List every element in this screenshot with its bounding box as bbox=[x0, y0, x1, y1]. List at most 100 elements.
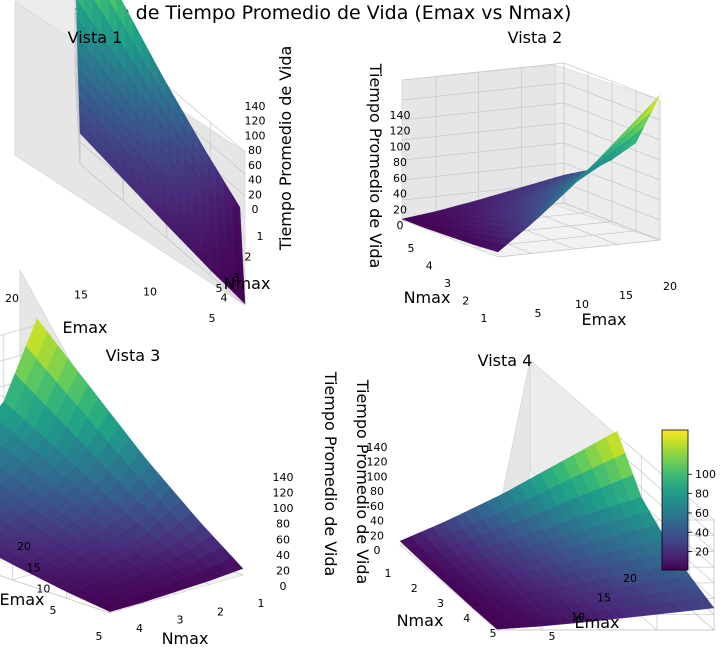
subplot-title: Vista 2 bbox=[508, 28, 563, 47]
nmax-tick-label: 3 bbox=[444, 277, 451, 290]
surface bbox=[399, 430, 715, 630]
z-tick-label: 60 bbox=[393, 172, 407, 185]
emax-tick-label: 20 bbox=[5, 292, 19, 305]
emax-tick-label: 10 bbox=[143, 285, 157, 298]
nmax-tick-label: 4 bbox=[221, 292, 228, 305]
nmax-axis-label: Nmax bbox=[404, 288, 451, 307]
z-tick-label: 80 bbox=[393, 156, 407, 169]
z-tick-label: 0 bbox=[397, 219, 404, 232]
z-axis-label: Tiempo Promedio de Vida bbox=[276, 46, 295, 252]
z-tick-label: 120 bbox=[273, 487, 294, 500]
emax-tick-label: 5 bbox=[535, 307, 542, 320]
nmax-tick-label: 2 bbox=[462, 295, 469, 308]
nmax-axis-label: Nmax bbox=[397, 611, 444, 630]
z-tick-label: 100 bbox=[367, 470, 388, 483]
z-tick-label: 100 bbox=[245, 129, 266, 142]
nmax-tick-label: 3 bbox=[233, 271, 240, 284]
z-tick-label: 140 bbox=[273, 471, 294, 484]
emax-tick-label: 20 bbox=[663, 280, 677, 293]
z-tick-label: 120 bbox=[390, 125, 411, 138]
z-tick-label: 40 bbox=[248, 174, 262, 187]
surface-facet bbox=[0, 421, 4, 429]
surface-facet bbox=[221, 557, 244, 573]
colorbar: 20 40 60 80 100 bbox=[661, 429, 716, 571]
nmax-tick-label: 1 bbox=[257, 230, 264, 243]
z-tick-label: 60 bbox=[276, 533, 290, 546]
nmax-tick-label: 1 bbox=[385, 567, 392, 580]
nmax-tick-label: 2 bbox=[245, 251, 252, 264]
z-axis-label: Tiempo Promedio de Vida bbox=[353, 379, 372, 585]
colorbar-tick-label: 80 bbox=[695, 488, 709, 501]
z-tick-label: 40 bbox=[276, 549, 290, 562]
nmax-tick-label: 5 bbox=[209, 312, 216, 325]
nmax-tick-label: 2 bbox=[411, 582, 418, 595]
z-tick-label: 20 bbox=[276, 564, 290, 577]
z-tick-label: 80 bbox=[248, 144, 262, 157]
z-tick-label: 40 bbox=[393, 188, 407, 201]
nmax-axis-label: Nmax bbox=[162, 629, 209, 648]
colorbar-tick-label: 20 bbox=[695, 546, 709, 559]
z-tick-label: 20 bbox=[248, 188, 262, 201]
subplot-title: Vista 4 bbox=[478, 351, 533, 370]
colorbar-tick-label: 60 bbox=[695, 507, 709, 520]
emax-tick-label: 20 bbox=[623, 572, 637, 585]
surface bbox=[401, 94, 661, 253]
colorbar-gradient bbox=[661, 429, 689, 571]
nmax-axis-label: Nmax bbox=[224, 274, 271, 293]
z-tick-label: 60 bbox=[248, 159, 262, 172]
subplot-vista-1: Vista 15101520Emax12345Nmax0204060801001… bbox=[5, 0, 295, 337]
z-tick-label: 80 bbox=[276, 518, 290, 531]
figure-title: Superficie de Tiempo Promedio de Vida (E… bbox=[35, 2, 572, 24]
emax-tick-label: 15 bbox=[619, 289, 633, 302]
z-tick-label: 60 bbox=[370, 500, 384, 513]
emax-tick-label: 5 bbox=[50, 604, 57, 617]
colorbar-tick-label: 40 bbox=[695, 526, 709, 539]
surface-facet bbox=[0, 465, 2, 469]
z-tick-label: 0 bbox=[374, 544, 381, 557]
nmax-tick-label: 2 bbox=[217, 605, 224, 618]
emax-tick-label: 20 bbox=[17, 540, 31, 553]
z-axis-label: Tiempo Promedio de Vida bbox=[321, 371, 340, 577]
colorbar-tick-label: 100 bbox=[695, 468, 716, 481]
emax-tick-label: 15 bbox=[597, 591, 611, 604]
z-tick-label: 80 bbox=[370, 485, 384, 498]
z-tick-label: 100 bbox=[273, 502, 294, 515]
subplot-title: Vista 3 bbox=[106, 346, 161, 365]
nmax-tick-label: 5 bbox=[96, 630, 103, 643]
emax-axis-label: Emax bbox=[0, 590, 44, 609]
emax-tick-label: 10 bbox=[575, 298, 589, 311]
z-tick-label: 120 bbox=[367, 456, 388, 469]
z-tick-label: 20 bbox=[393, 203, 407, 216]
z-axis-label: Tiempo Promedio de Vida bbox=[366, 63, 385, 269]
nmax-tick-label: 4 bbox=[463, 612, 470, 625]
emax-axis-label: Emax bbox=[582, 310, 627, 329]
emax-tick-label: 10 bbox=[571, 611, 585, 624]
surface-facet bbox=[399, 536, 420, 549]
z-tick-label: 120 bbox=[245, 115, 266, 128]
z-tick-label: 140 bbox=[390, 109, 411, 122]
surface bbox=[0, 318, 244, 612]
surface-facet bbox=[0, 444, 3, 450]
nmax-tick-label: 5 bbox=[408, 242, 415, 255]
surface-facet bbox=[643, 94, 661, 119]
z-tick-label: 0 bbox=[280, 580, 287, 593]
z-tick-label: 20 bbox=[370, 529, 384, 542]
emax-axis-label: Emax bbox=[63, 318, 108, 337]
subplot-vista-4: Vista 45101520Emax12345Nmax0204060801001… bbox=[353, 351, 715, 643]
z-tick-label: 140 bbox=[245, 100, 266, 113]
z-tick-label: 140 bbox=[367, 441, 388, 454]
z-tick-label: 100 bbox=[390, 140, 411, 153]
surface-facet bbox=[488, 621, 509, 630]
surface-facet bbox=[694, 597, 715, 610]
nmax-tick-label: 5 bbox=[490, 627, 497, 640]
nmax-tick-label: 1 bbox=[258, 597, 265, 610]
nmax-tick-label: 3 bbox=[437, 597, 444, 610]
surface-facet bbox=[236, 287, 246, 305]
nmax-tick-label: 4 bbox=[426, 260, 433, 273]
surface-facet bbox=[401, 217, 419, 223]
nmax-tick-label: 3 bbox=[177, 614, 184, 627]
z-tick-label: 40 bbox=[370, 515, 384, 528]
